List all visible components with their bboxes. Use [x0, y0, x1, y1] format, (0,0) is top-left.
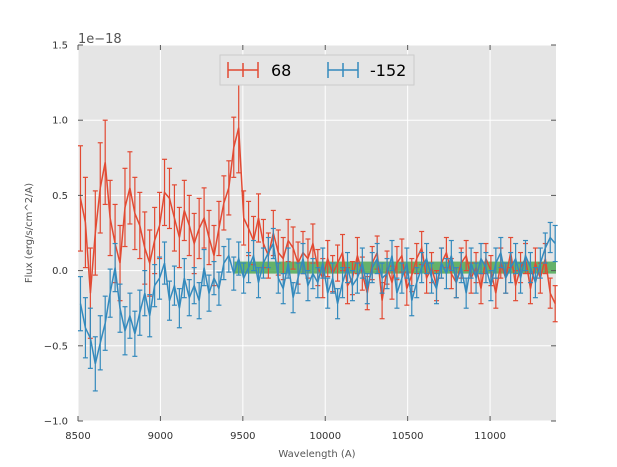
x-tick-label: 10500: [392, 431, 424, 442]
legend-entry-minus-152: -152: [327, 61, 406, 80]
legend-entry-68: 68: [227, 61, 291, 80]
x-tick-label: 10000: [309, 431, 341, 442]
x-tick-label: 8500: [65, 431, 90, 442]
legend-label-68: 68: [271, 61, 291, 80]
y-tick-label: 1.0: [52, 116, 68, 127]
x-tick-label: 11000: [474, 431, 506, 442]
y-tick-label: 1.5: [52, 41, 68, 52]
x-tick-label: 9500: [230, 431, 255, 442]
y-offset-label: 1e−18: [78, 32, 122, 47]
legend: 68 -152: [219, 54, 415, 86]
gridlines: [77, 44, 556, 422]
y-tick-label: 0.5: [52, 191, 68, 202]
series-minus-152: [77, 221, 558, 392]
y-tick-label: −0.5: [44, 341, 68, 352]
legend-label-minus-152: -152: [370, 61, 406, 80]
x-axis-label: Wavelength (A): [278, 449, 355, 460]
series-layer: [77, 81, 558, 392]
y-tick-label: 0.0: [52, 266, 68, 277]
y-axis-label: Flux (erg/s/cm^2/A): [24, 183, 35, 283]
ticks: 8500 9000 9500 10000 10500 11000 −1.0 −0.5 0.0 0.…: [44, 41, 556, 442]
x-tick-label: 9000: [148, 431, 173, 442]
y-tick-label: −1.0: [44, 417, 68, 428]
